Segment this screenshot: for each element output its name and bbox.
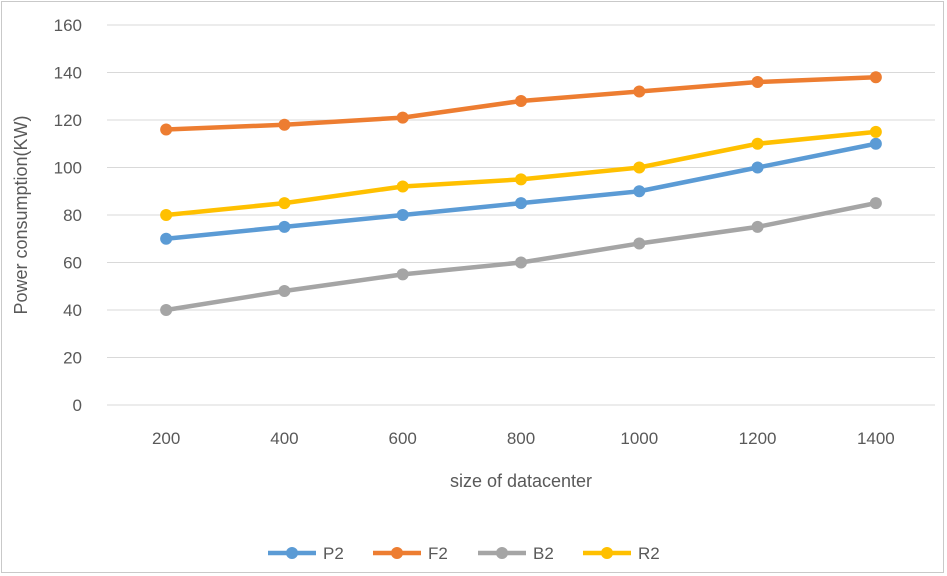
data-point-P2: [751, 161, 764, 174]
data-point-P2: [278, 220, 291, 233]
legend-swatch-marker: [601, 547, 613, 559]
data-point-R2: [396, 180, 409, 193]
data-point-B2: [633, 237, 646, 250]
data-point-B2: [396, 268, 409, 281]
data-point-R2: [751, 137, 764, 150]
data-point-P2: [396, 209, 409, 221]
y-tick-label: 60: [63, 254, 82, 273]
legend-label: F2: [428, 544, 448, 563]
series-P2: [160, 137, 882, 245]
series-group: [160, 71, 882, 316]
data-point-P2: [160, 232, 173, 245]
x-tick-label: 200: [152, 429, 180, 448]
gridlines: [107, 24, 935, 406]
data-point-F2: [633, 85, 646, 98]
data-point-R2: [633, 161, 646, 174]
x-tick-label: 1400: [857, 429, 895, 448]
series-F2: [160, 71, 882, 136]
legend-item-R2: R2: [583, 544, 660, 563]
x-tick-label: 800: [507, 429, 535, 448]
data-point-F2: [160, 123, 173, 136]
data-point-F2: [515, 95, 527, 107]
x-axis-label: size of datacenter: [450, 471, 592, 491]
data-point-P2: [515, 197, 527, 210]
data-point-R2: [869, 125, 882, 138]
y-tick-label: 160: [54, 16, 82, 35]
data-point-P2: [869, 137, 882, 150]
y-tick-label: 20: [63, 349, 82, 368]
x-tick-label: 1200: [739, 429, 777, 448]
data-point-B2: [278, 285, 291, 297]
data-point-R2: [160, 209, 173, 221]
y-tick-label: 140: [54, 64, 82, 83]
legend-label: B2: [533, 544, 554, 563]
data-point-P2: [633, 185, 646, 198]
data-point-F2: [869, 71, 882, 84]
y-tick-label: 100: [54, 159, 82, 178]
data-point-B2: [751, 220, 764, 233]
x-tick-label: 1000: [620, 429, 658, 448]
y-tick-label: 80: [63, 206, 82, 225]
legend-swatch-marker: [496, 547, 508, 559]
data-point-B2: [515, 256, 527, 269]
series-R2: [160, 125, 882, 221]
legend-swatch-marker: [391, 547, 403, 559]
data-point-F2: [278, 118, 291, 131]
y-tick-label: 40: [63, 301, 82, 320]
x-tick-label: 600: [389, 429, 417, 448]
legend-item-P2: P2: [268, 544, 344, 563]
data-point-B2: [160, 304, 173, 316]
x-tick-labels: 200 400 600 800 1000 1200 1400: [152, 429, 895, 448]
legend-swatch-marker: [286, 547, 298, 559]
legend-item-B2: B2: [478, 544, 554, 563]
legend-label: R2: [638, 544, 660, 563]
legend-label: P2: [323, 544, 344, 563]
data-point-B2: [869, 197, 882, 210]
y-tick-label: 0: [73, 396, 82, 415]
y-axis-label: Power consumption(KW): [11, 115, 31, 314]
data-point-R2: [278, 197, 291, 210]
legend-item-F2: F2: [373, 544, 448, 563]
data-point-R2: [515, 173, 527, 186]
y-tick-labels: 0 20 40 60 80 100 120 140 160: [54, 16, 82, 415]
data-point-F2: [751, 76, 764, 88]
data-point-F2: [396, 111, 409, 124]
legend: P2 F2 B2 R2: [268, 544, 660, 563]
series-B2: [160, 197, 882, 316]
x-tick-label: 400: [270, 429, 298, 448]
y-tick-label: 120: [54, 111, 82, 130]
